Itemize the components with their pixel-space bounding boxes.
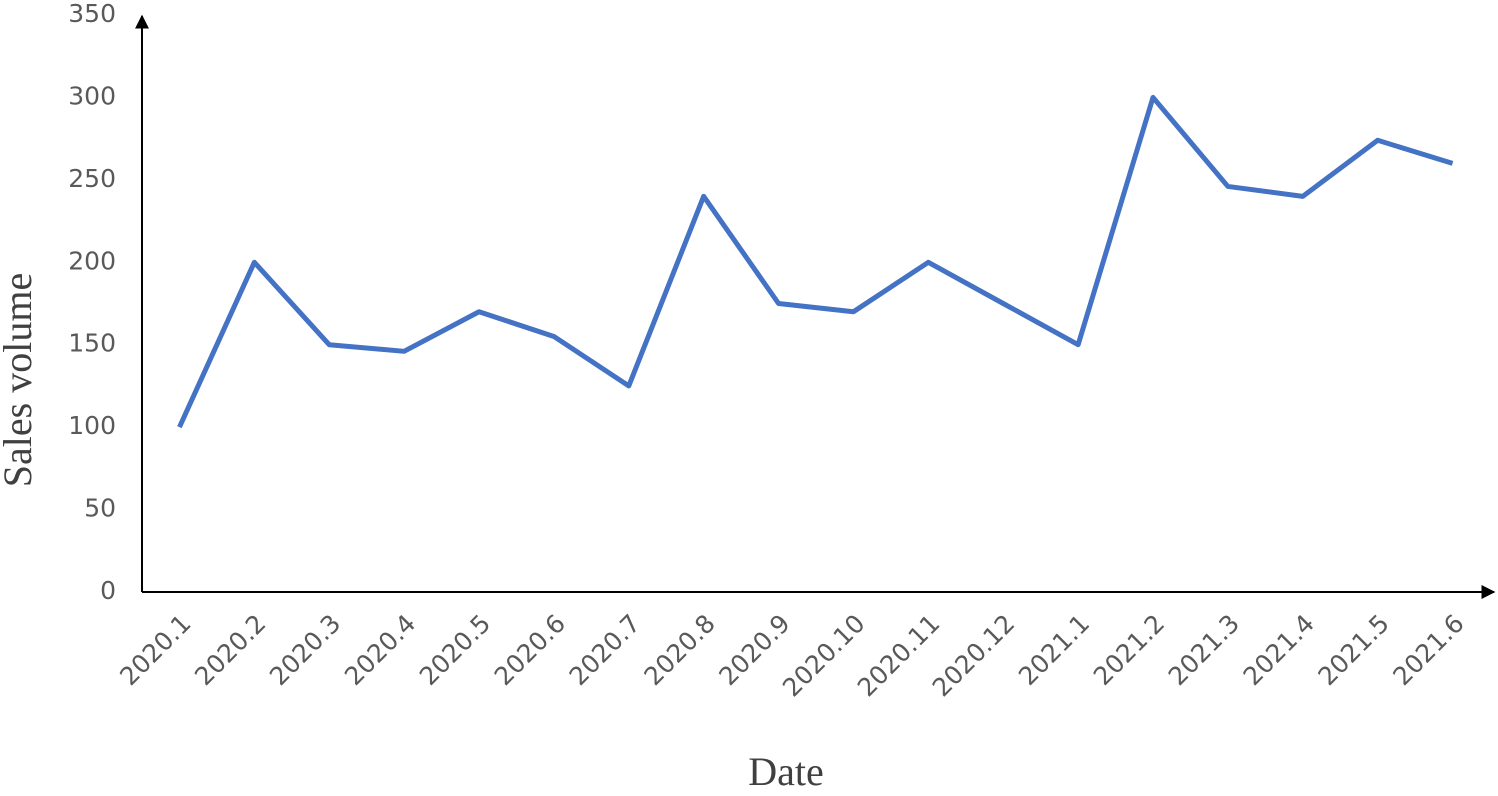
x-tick-label: 2020.4 xyxy=(339,609,421,691)
y-tick-label: 200 xyxy=(68,246,116,275)
x-tick-label: 2020.2 xyxy=(189,609,271,691)
x-tick-label: 2020.1 xyxy=(114,609,196,691)
x-tick-label: 2021.2 xyxy=(1088,609,1170,691)
x-tick-label: 2020.3 xyxy=(264,609,346,691)
y-axis-title: Sales volume xyxy=(0,273,40,487)
y-tick-label: 150 xyxy=(68,329,116,358)
x-tick-label: 2021.1 xyxy=(1013,609,1095,691)
x-tick-label: 2021.5 xyxy=(1312,609,1394,691)
x-tick-label: 2020.7 xyxy=(564,609,646,691)
y-tick-label: 0 xyxy=(100,576,116,605)
y-tick-label: 300 xyxy=(68,81,116,110)
x-tick-label: 2020.12 xyxy=(927,609,1021,703)
x-axis-title: Date xyxy=(748,749,824,794)
x-tick-label: 2021.3 xyxy=(1163,609,1245,691)
y-tick-label: 250 xyxy=(68,164,116,193)
y-tick-label: 50 xyxy=(84,494,116,523)
x-tick-label: 2021.6 xyxy=(1387,609,1469,691)
y-tick-label: 100 xyxy=(68,411,116,440)
series-line xyxy=(177,94,1454,429)
x-tick-label: 2020.5 xyxy=(414,609,496,691)
x-tick-label: 2020.6 xyxy=(489,609,571,691)
x-tick-label: 2020.10 xyxy=(777,609,871,703)
y-tick-label: 350 xyxy=(68,0,116,28)
x-tick-label: 2020.11 xyxy=(852,609,946,703)
x-tick-label: 2020.8 xyxy=(638,609,720,691)
x-tick-label: 2021.4 xyxy=(1238,609,1320,691)
